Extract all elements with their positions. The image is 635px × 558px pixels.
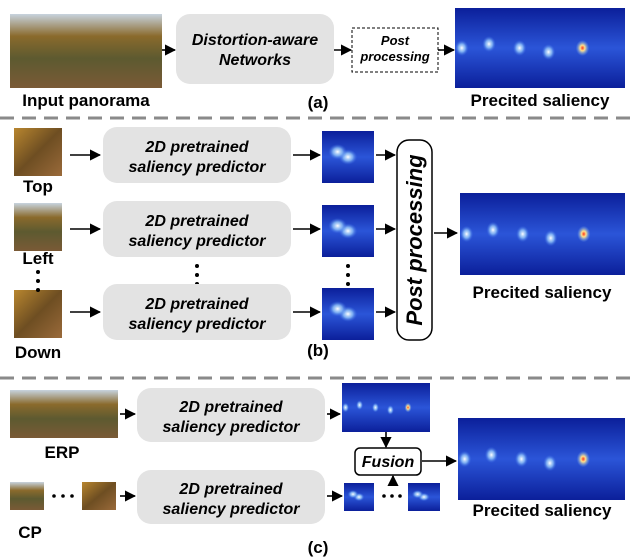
saliency-spot: [348, 490, 359, 498]
saliency-map: [458, 418, 625, 500]
output-label: Precited saliency: [471, 91, 610, 110]
saliency-spot: [342, 403, 349, 413]
view-image: [14, 203, 62, 251]
saliency-spot: [328, 301, 347, 317]
saliency-spot: [516, 226, 529, 242]
saliency-spot: [328, 144, 347, 160]
view-label: Top: [23, 177, 53, 196]
predictor-line: 2D pretrained: [144, 139, 249, 156]
view-label: Left: [22, 249, 54, 268]
saliency-spot: [543, 455, 556, 471]
panel-label: (c): [308, 538, 329, 557]
saliency-bg: [342, 383, 430, 432]
predictor-line: 2D pretrained: [144, 213, 249, 230]
saliency-map: [455, 8, 625, 88]
saliency-spot: [455, 40, 469, 56]
ellipsis: [382, 494, 402, 498]
saliency-map: [322, 131, 374, 183]
saliency-spot: [460, 226, 473, 242]
cp-image: [82, 482, 116, 510]
saliency-map: [344, 483, 374, 511]
predictor-line: saliency predictor: [163, 419, 301, 436]
erp-label: ERP: [45, 443, 80, 462]
saliency-map: [460, 193, 625, 275]
predictor-line: saliency predictor: [163, 501, 301, 518]
network-line: Distortion-aware: [192, 32, 318, 49]
saliency-spot: [356, 400, 363, 410]
network-box: [176, 14, 334, 84]
saliency-spot: [372, 403, 379, 413]
erp-image: [10, 390, 118, 438]
view-image: [14, 290, 62, 338]
ellipsis: [346, 264, 350, 286]
saliency-spot: [577, 226, 590, 242]
saliency-spot: [412, 490, 424, 498]
cp-label: CP: [18, 523, 42, 542]
saliency-spot: [576, 40, 590, 56]
predictor-line: saliency predictor: [129, 233, 267, 250]
saliency-spot: [485, 447, 498, 463]
post-line: Post: [381, 33, 410, 48]
predictor-line: 2D pretrained: [178, 481, 283, 498]
view-image: [14, 128, 62, 176]
saliency-bg: [458, 418, 625, 500]
saliency-spot: [542, 44, 556, 60]
predictor-line: saliency predictor: [129, 316, 267, 333]
saliency-spot: [486, 222, 499, 238]
saliency-spot: [515, 451, 528, 467]
view-label: Down: [15, 343, 61, 362]
post-text: Post processing: [402, 154, 427, 326]
saliency-spot: [577, 451, 590, 467]
cp-image: [10, 482, 44, 510]
ellipsis: [52, 494, 74, 498]
panel-label: (a): [308, 93, 329, 112]
ellipsis: [195, 264, 199, 286]
saliency-bg: [460, 193, 625, 275]
predictor-line: 2D pretrained: [178, 399, 283, 416]
output-label: Precited saliency: [473, 283, 612, 302]
saliency-spot: [458, 451, 471, 467]
panorama-image: [10, 14, 162, 88]
saliency-spot: [328, 218, 347, 234]
saliency-map: [322, 288, 374, 340]
saliency-spot: [404, 403, 411, 413]
fusion-text: Fusion: [362, 454, 415, 471]
output-label: Precited saliency: [473, 501, 612, 520]
saliency-map: [408, 483, 440, 511]
saliency-map: [342, 383, 430, 432]
ellipsis: [36, 270, 40, 292]
saliency-spot: [513, 40, 527, 56]
saliency-spot: [544, 230, 557, 246]
figure: Input panorama Distortion-awareNetworks …: [0, 0, 635, 558]
input-label: Input panorama: [22, 91, 150, 110]
saliency-spot: [482, 36, 496, 52]
predictor-line: saliency predictor: [129, 159, 267, 176]
post-line: processing: [359, 49, 429, 64]
saliency-spot: [387, 405, 394, 415]
predictor-line: 2D pretrained: [144, 296, 249, 313]
panel-label: (b): [307, 341, 329, 360]
saliency-bg: [455, 8, 625, 88]
saliency-map: [322, 205, 374, 257]
network-line: Networks: [219, 52, 291, 69]
